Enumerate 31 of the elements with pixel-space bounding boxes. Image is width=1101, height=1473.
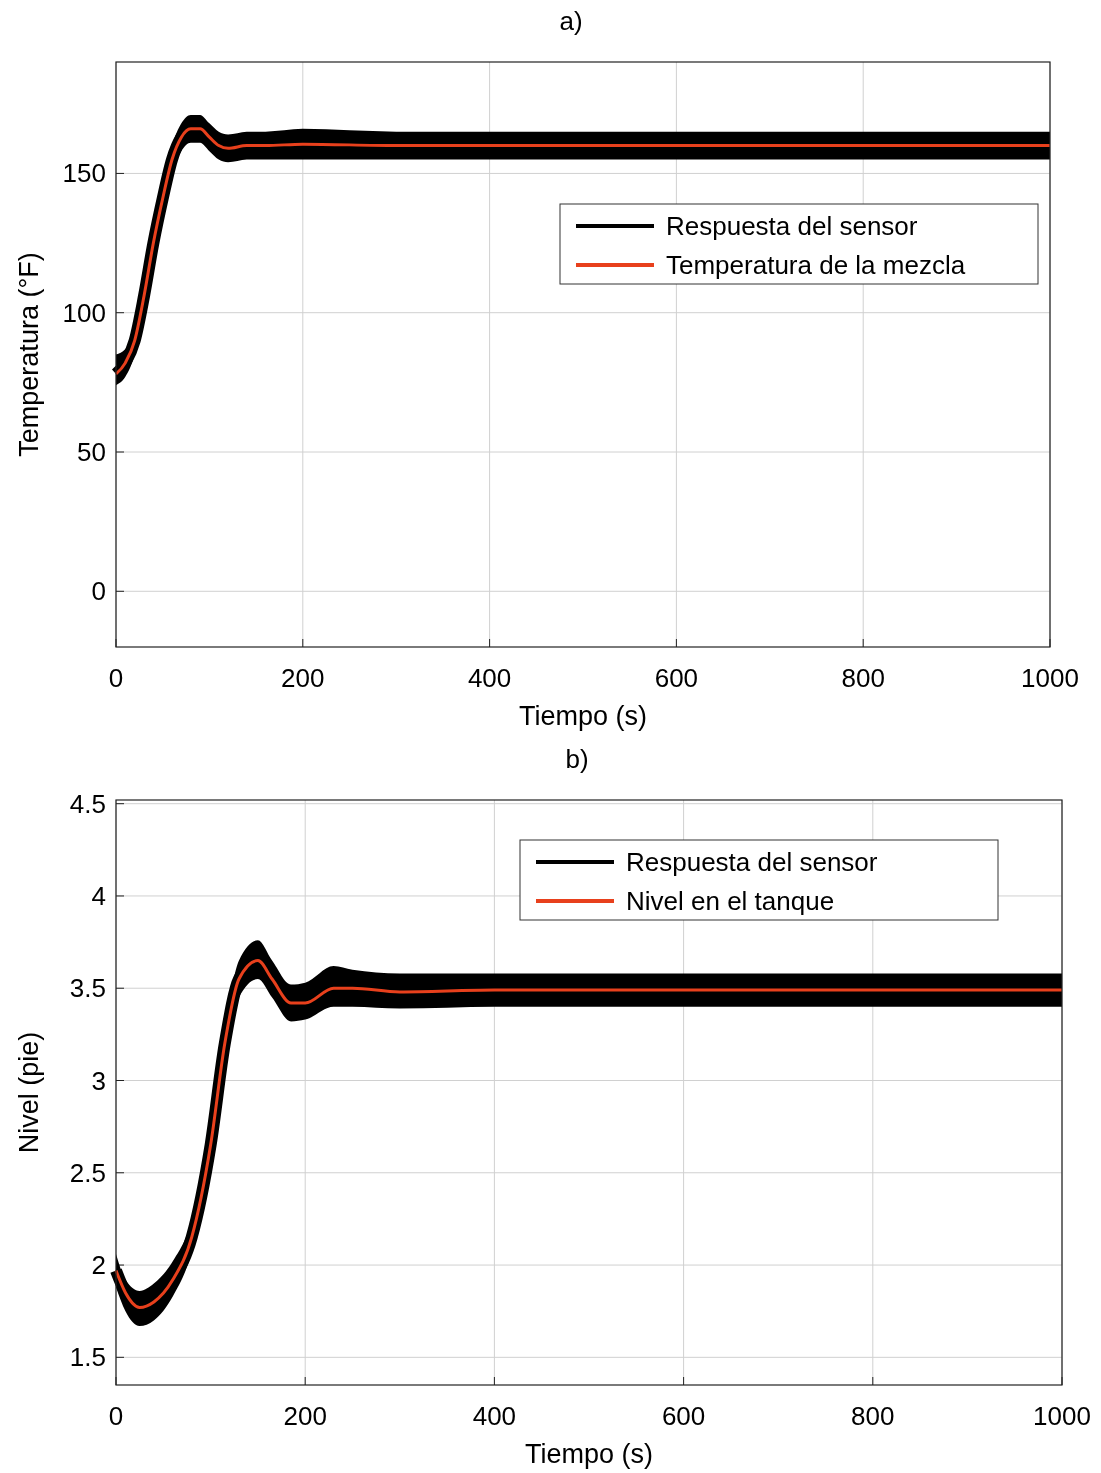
legend-label: Nivel en el tanque — [626, 886, 835, 916]
x-tick-label: 600 — [654, 663, 699, 693]
y-tick-label: 100 — [62, 297, 106, 328]
x-axis-title: Tiempo (s) — [518, 701, 648, 731]
legend-label: Temperatura de la mezcla — [666, 250, 966, 280]
y-tick-label: 0 — [91, 576, 106, 607]
y-tick-label: 50 — [77, 437, 106, 467]
y-tick-label: 4 — [91, 880, 106, 911]
x-tick-label: 400 — [467, 663, 512, 693]
legend-label: Respuesta del sensor — [626, 847, 878, 877]
y-axis-title: Nivel (pie) — [14, 1031, 44, 1154]
x-tick-label: 1000 — [1033, 1401, 1091, 1431]
x-tick-label: 800 — [841, 663, 885, 693]
y-tick-label: 2.5 — [69, 1157, 106, 1188]
y-tick-label: 1.5 — [69, 1342, 106, 1373]
y-tick-label: 2 — [91, 1250, 106, 1281]
x-tick-label: 1000 — [1021, 663, 1079, 693]
y-tick-label: 150 — [62, 158, 106, 189]
x-tick-label: 800 — [851, 1401, 895, 1431]
x-axis-title: Tiempo (s) — [524, 1439, 654, 1469]
chart-title: a) — [559, 6, 583, 36]
y-tick-label: 3 — [91, 1065, 106, 1096]
x-tick-label: 200 — [283, 1401, 327, 1431]
x-tick-label: 600 — [661, 1401, 706, 1431]
x-tick-label: 200 — [281, 663, 325, 693]
y-axis-title: Temperatura (°F) — [14, 252, 44, 457]
chart-title: b) — [565, 744, 589, 774]
y-tick-label: 3.5 — [69, 973, 106, 1004]
y-tick-label: 4.5 — [69, 788, 106, 819]
legend-label: Respuesta del sensor — [666, 211, 918, 241]
x-tick-label: 400 — [472, 1401, 517, 1431]
